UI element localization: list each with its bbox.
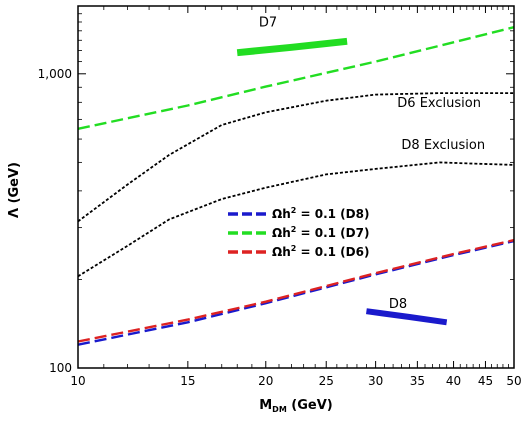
annotation-layer: D6 Exclusion D8 Exclusion D7 D8 xyxy=(259,15,485,312)
legend-label-part: Ωh xyxy=(272,245,291,259)
series-line--h-0-1-d7- xyxy=(77,26,515,130)
x-tick-label: 45 xyxy=(478,374,493,388)
x-tick-label: 25 xyxy=(319,374,334,388)
series-line-d8-exclusion xyxy=(77,161,515,278)
x-axis-label: MDM (GeV) xyxy=(259,398,333,414)
legend-label-part: = 0.1 (D6) xyxy=(296,245,369,259)
series-line--h-0-1-d6- xyxy=(77,238,515,343)
x-tick-label: 10 xyxy=(70,374,85,388)
series-line-d7 xyxy=(236,37,348,57)
axis-layer: 10 15 20 25 30 35 40 45 50 100 1,000 xyxy=(38,6,522,388)
series-annotation: D8 Exclusion xyxy=(401,138,485,153)
x-axis-label-sub: DM xyxy=(272,405,287,414)
series-line-d8 xyxy=(365,308,448,326)
legend-label-part: = 0.1 (D7) xyxy=(296,226,369,240)
x-tick-label: 50 xyxy=(506,374,521,388)
x-tick-label: 40 xyxy=(446,374,461,388)
y-tick-label: 100 xyxy=(49,361,72,375)
legend-label: Ωh2 = 0.1 (D7) xyxy=(272,225,369,240)
x-tick-label: 20 xyxy=(258,374,273,388)
plot-frame xyxy=(77,5,515,369)
x-axis-label-main: M xyxy=(259,398,272,413)
x-axis-label-unit: (GeV) xyxy=(287,398,333,413)
legend-label-part: Ωh xyxy=(272,207,291,221)
x-tick-label: 30 xyxy=(368,374,383,388)
series-annotation: D6 Exclusion xyxy=(397,96,481,111)
series-annotation: D7 xyxy=(259,15,277,30)
series-annotation: D8 xyxy=(389,297,407,312)
legend-label-part: = 0.1 (D8) xyxy=(296,207,369,221)
legend-label-part: Ωh xyxy=(272,226,291,240)
legend-label: Ωh2 = 0.1 (D6) xyxy=(272,244,369,259)
y-axis-label: Λ (GeV) xyxy=(7,162,22,218)
y-tick-label: 1,000 xyxy=(38,67,72,81)
x-tick-label: 15 xyxy=(180,374,195,388)
legend-label-part: 2 xyxy=(291,225,297,234)
series-layer xyxy=(77,26,515,346)
legend-label: Ωh2 = 0.1 (D8) xyxy=(272,206,369,221)
legend-label-part: 2 xyxy=(291,244,297,253)
legend: Ωh2 = 0.1 (D8)Ωh2 = 0.1 (D7)Ωh2 = 0.1 (D… xyxy=(228,206,369,259)
x-tick-label: 35 xyxy=(410,374,425,388)
legend-label-part: 2 xyxy=(291,206,297,215)
